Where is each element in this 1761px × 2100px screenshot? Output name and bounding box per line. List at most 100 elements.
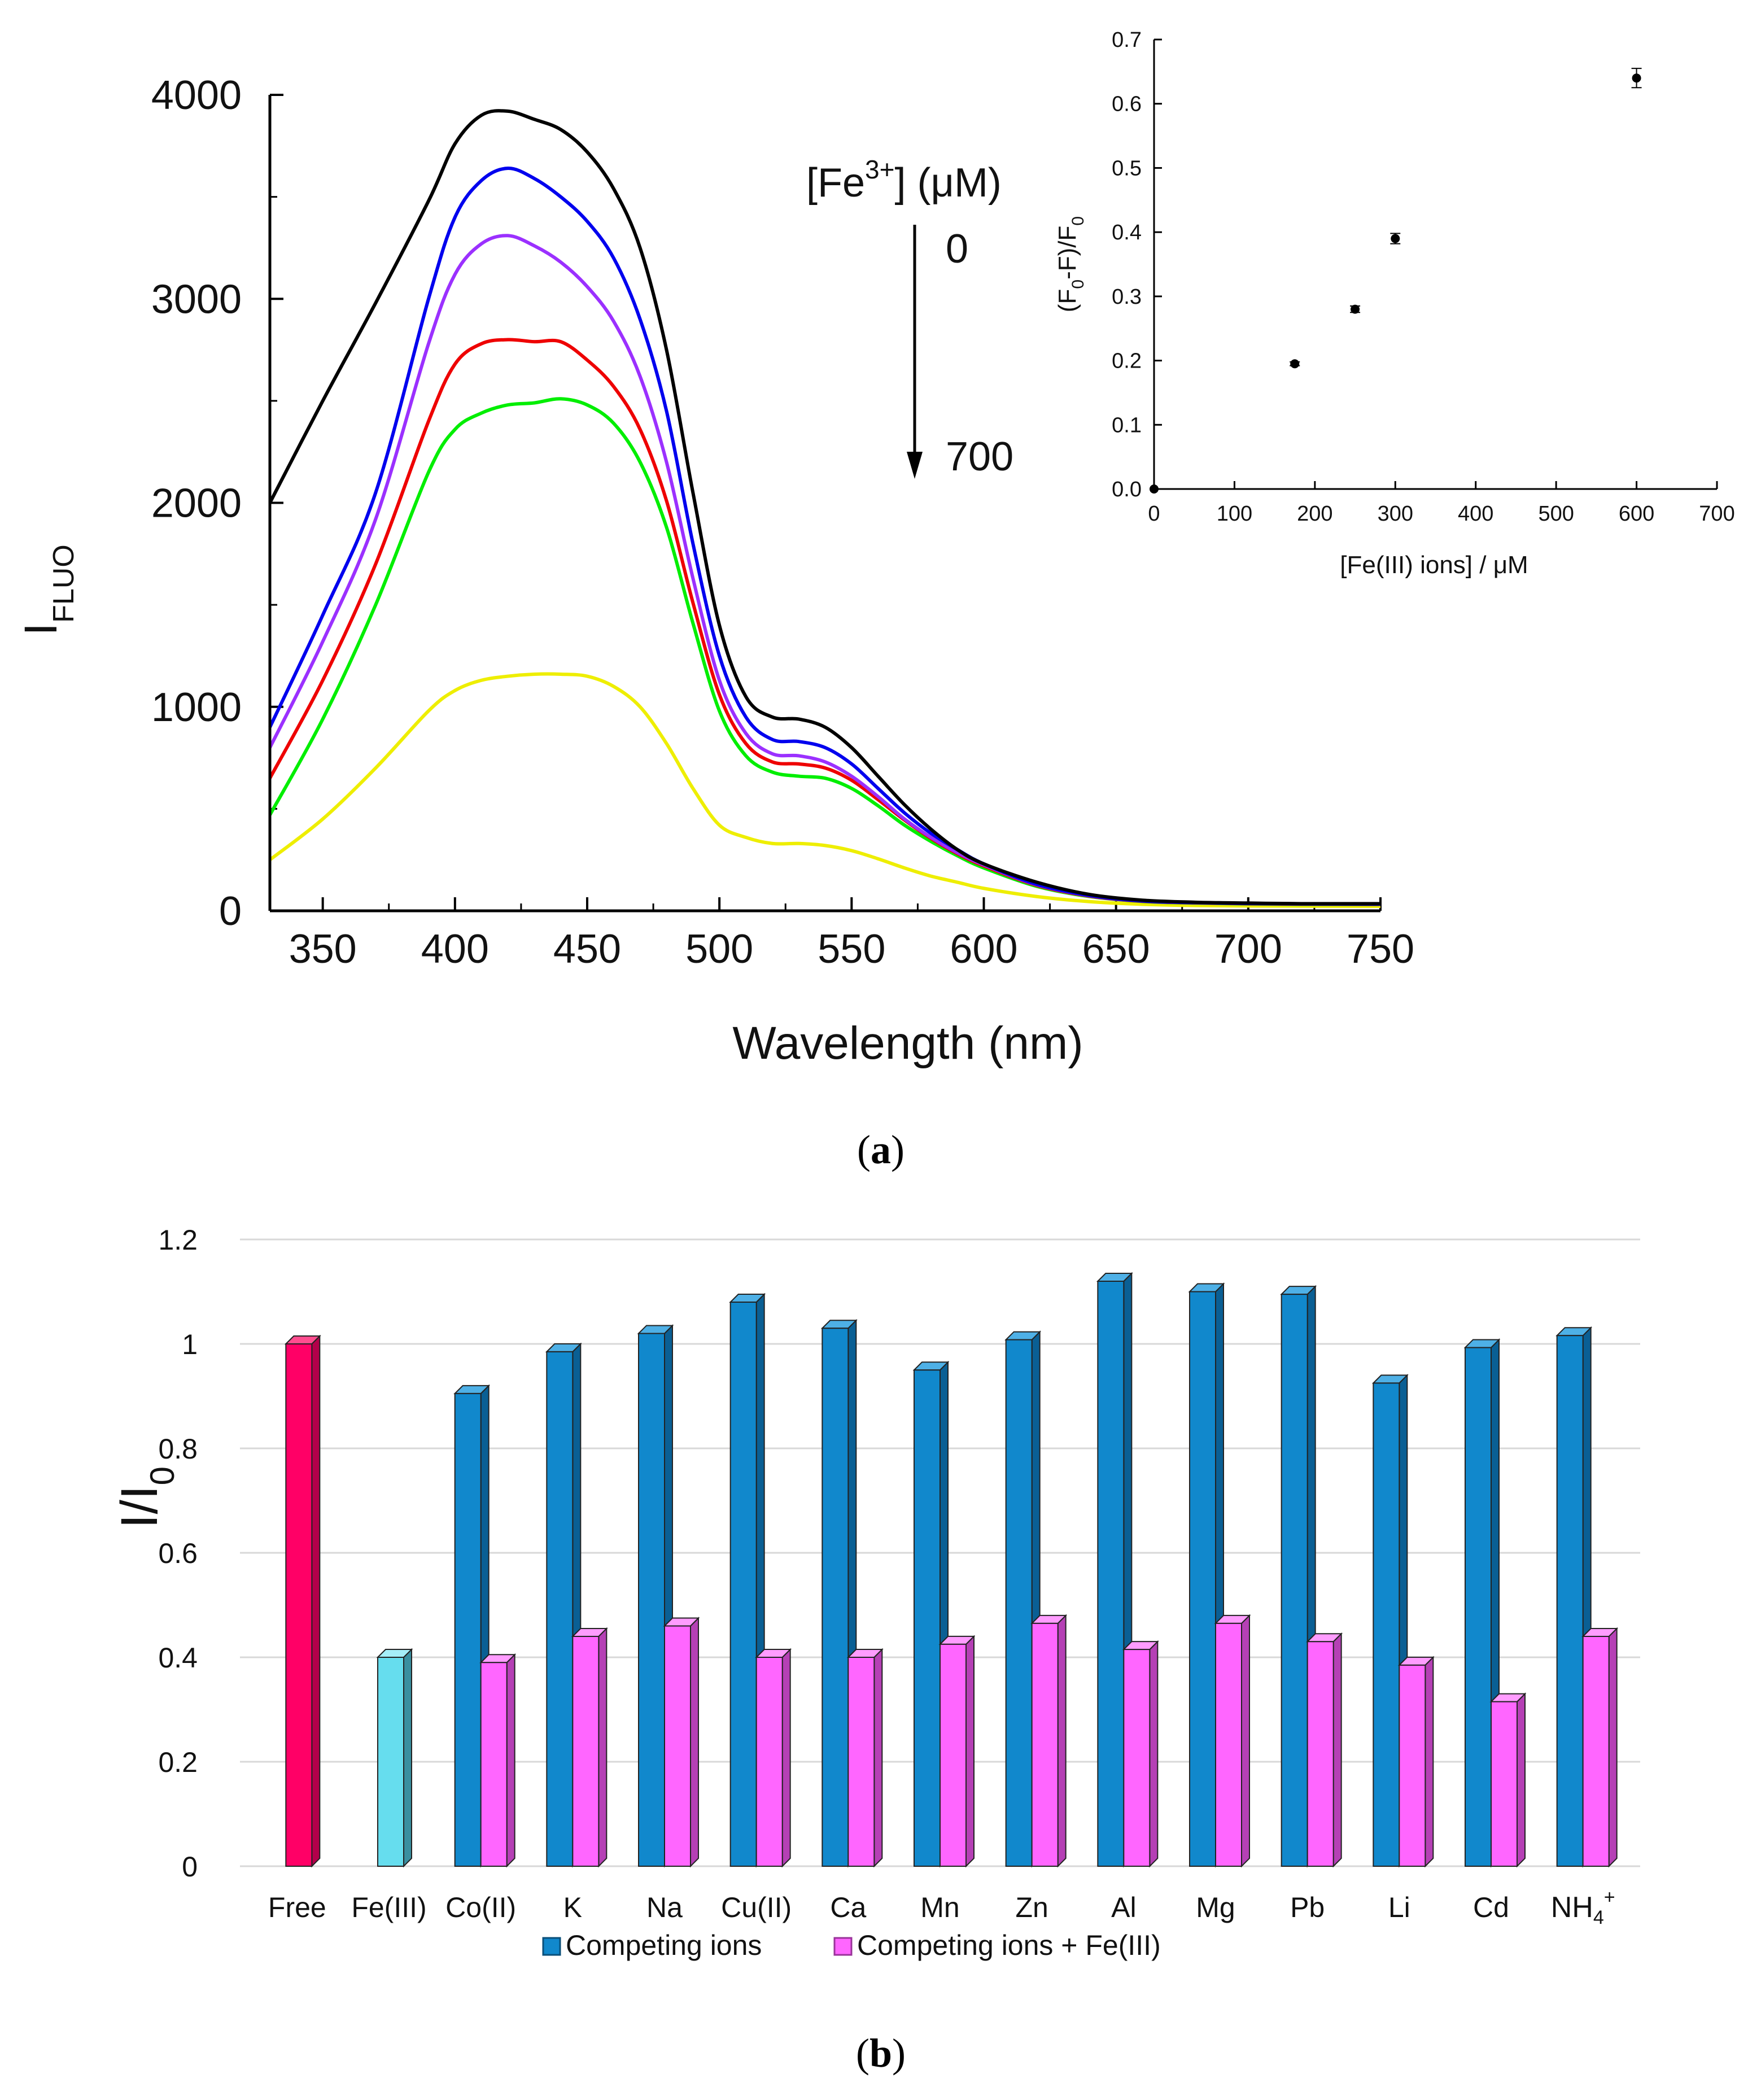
bar-competing-fe-3-side	[598, 1627, 608, 1868]
spectrum-y-tick-label: 4000	[151, 73, 242, 118]
spectrum-y-axis-label: IFLUO	[15, 544, 80, 635]
bar-y-tick-label: 1	[182, 1329, 198, 1360]
bar-competing-fe-8-side	[1057, 1614, 1067, 1868]
fe-label-suffix: ] (μM)	[894, 160, 1001, 206]
spectrum-x-tick-label: 750	[1347, 927, 1414, 972]
bar-competing-fe-3	[572, 1636, 600, 1867]
bar-competing-8	[1005, 1339, 1033, 1867]
inset-x-tick-label: 600	[1619, 502, 1654, 526]
bar-category-label: Mg	[1196, 1892, 1235, 1923]
fe-label-prefix: [Fe	[806, 160, 865, 206]
spectrum-y-label-sub: FLUO	[47, 544, 80, 623]
bar-competing-fe-4	[664, 1625, 691, 1867]
nh4-base: NH	[1551, 1891, 1593, 1924]
spectrum-x-tick-label: 450	[553, 927, 621, 972]
inset-y-label-a: (F	[1054, 289, 1081, 313]
inset-y-tick-label: 0.0	[1112, 478, 1142, 501]
fe-concentration-label: [Fe3+] (μM)	[806, 155, 1002, 206]
bar-category-label: Cu(II)	[721, 1892, 792, 1923]
inset-y-tick-label: 0.2	[1112, 350, 1142, 373]
spectrum-series-lines	[268, 109, 1381, 909]
bar-competing-5	[729, 1302, 757, 1867]
panel-b-close: )	[892, 2031, 906, 2076]
bar-competing-2	[454, 1392, 482, 1867]
inset-y-tick-label: 0.3	[1112, 285, 1142, 309]
bar-legend: Competing ions Competing ions + Fe(III)	[542, 1929, 1161, 1961]
inset-y-tick-label: 0.4	[1112, 221, 1142, 245]
bar-competing-fe-2	[480, 1662, 508, 1867]
bar-competing-13	[1465, 1347, 1492, 1867]
spectrum-y-tick-label: 0	[219, 889, 242, 934]
panel-a-caption: (a)	[857, 1127, 904, 1172]
legend-label-competing: Competing ions	[566, 1929, 762, 1961]
spectrum-x-tick-label: 550	[818, 927, 885, 972]
inset-y-tick-label: 0.6	[1112, 93, 1142, 116]
bar-competing-14	[1556, 1335, 1584, 1867]
spectrum-line-700uM	[269, 672, 1381, 909]
inset-y-label-d: 0	[1069, 216, 1087, 226]
bar-competing-10	[1189, 1291, 1216, 1867]
emission-spectrum-chart: 350 400 450 500 550 600 650 700 7500100020003000…	[15, 73, 1414, 1069]
bar-category-label: Li	[1388, 1892, 1410, 1923]
bar-competing-fe-11	[1306, 1641, 1334, 1867]
svg-text:(F0-F)/F0: (F0-F)/F0	[1054, 216, 1087, 312]
bar-competing-fe-4-side	[690, 1617, 699, 1868]
spectrum-axis-ticks: 350 400 450 500 550 600 650 700 7500100020003000…	[151, 73, 1414, 972]
svg-text:IFLUO: IFLUO	[15, 544, 80, 635]
spectrum-line-150uM	[268, 167, 1381, 906]
spectrum-y-tick-label: 1000	[151, 685, 242, 730]
bar-competing-fe-7	[940, 1643, 967, 1867]
bar-competing-3	[546, 1351, 574, 1867]
bar-competing-fe-9	[1123, 1649, 1151, 1867]
inset-point	[1632, 73, 1641, 83]
concentration-start-label: 0	[946, 226, 968, 272]
inset-point	[1351, 304, 1360, 314]
inset-axis-ticks: 0 100 200 300 400 500 600 700 0.0 0.1 0.2 0.3 0.4 0.5…	[1112, 28, 1735, 526]
spectrum-x-tick-label: 650	[1082, 927, 1150, 972]
bar-category-label: Co(II)	[445, 1892, 516, 1923]
bar-competing-12	[1373, 1382, 1400, 1867]
inset-x-tick-label: 700	[1699, 502, 1734, 526]
bar-competing-fe-6	[847, 1657, 875, 1867]
inset-x-tick-label: 500	[1538, 502, 1574, 526]
inset-x-tick-label: 0	[1148, 502, 1160, 526]
bar-y-tick-label: 0	[182, 1851, 198, 1883]
bar-competing-fe-13	[1491, 1701, 1518, 1867]
bar-y-tick-label: 0.4	[158, 1642, 198, 1674]
inset-y-tick-label: 0.1	[1112, 413, 1142, 437]
panel-b-caption: (b)	[856, 2031, 906, 2076]
bar-category-label: Cd	[1473, 1892, 1509, 1923]
bar-competing-fe-10	[1215, 1622, 1242, 1867]
bar-competing-fe-12	[1399, 1664, 1426, 1867]
concentration-arrow-head	[907, 452, 923, 479]
spectrum-line-600uM	[268, 397, 1381, 906]
bar-y-tick-label: 0.2	[158, 1747, 198, 1778]
inset-point	[1290, 359, 1300, 369]
bar-competing-4	[638, 1333, 665, 1867]
inset-point	[1391, 234, 1400, 243]
stern-volmer-inset-chart: 0 100 200 300 400 500 600 700 0.0 0.1 0.2 0.3 0.4 0.5…	[1054, 28, 1735, 579]
bar-competing-9	[1097, 1281, 1125, 1867]
svg-text:I/I0: I/I0	[111, 1466, 181, 1529]
spectrum-x-tick-label: 600	[950, 927, 1017, 972]
concentration-end-label: 700	[946, 434, 1013, 479]
bar-competing-6	[821, 1328, 849, 1867]
bar-category-label: Na	[646, 1892, 683, 1923]
panel-b-open: (	[856, 2031, 869, 2076]
bar-competing-fe-5-side	[781, 1648, 791, 1868]
selectivity-bar-chart: 0 0.2 0.4 0.6 0.8 1 1.2 Free Fe(III) Co(II) K Na Cu…	[111, 1224, 1640, 1961]
bar-free-side	[311, 1334, 321, 1868]
inset-y-tick-label: 0.5	[1112, 156, 1142, 180]
bar-competing-fe-7-side	[965, 1635, 975, 1868]
inset-data-points	[1150, 68, 1642, 494]
spectrum-x-axis-label: Wavelength (nm)	[732, 1018, 1083, 1069]
bar-category-label-nh4: NH4+	[1551, 1887, 1615, 1928]
bar-competing-fe-9-side	[1149, 1640, 1159, 1868]
bar-competing-7	[914, 1369, 941, 1867]
inset-x-axis-label: [Fe(III) ions] / μM	[1340, 551, 1528, 579]
inset-y-label-c: -F)/F	[1054, 226, 1081, 280]
spectrum-y-tick-label: 3000	[151, 277, 242, 322]
spectrum-line-300uM	[268, 234, 1381, 906]
legend-swatch-competing-fe	[833, 1937, 853, 1956]
spectrum-x-tick-label: 700	[1214, 927, 1282, 972]
